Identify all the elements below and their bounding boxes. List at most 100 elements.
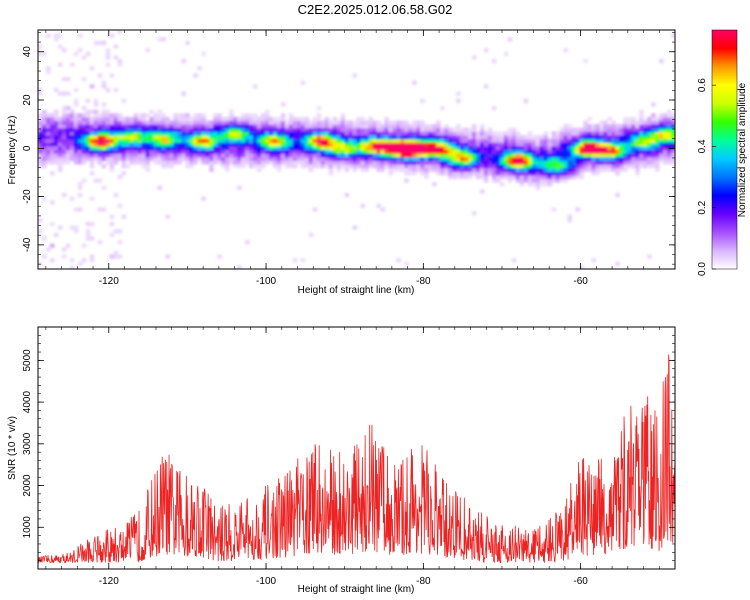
spectrogram-cell	[189, 142, 194, 147]
spectrogram-cell	[463, 138, 469, 143]
spectrogram-cell	[181, 138, 186, 143]
spectrogram-cell	[667, 153, 672, 158]
spectrogram-cell	[543, 138, 549, 143]
spectrogram-cell	[213, 124, 218, 129]
spectrogram-cell	[424, 127, 429, 132]
spectrogram-cell	[631, 142, 636, 147]
spectrogram-cell	[503, 153, 509, 158]
spectrogram-cell	[77, 113, 83, 118]
spectrogram-cell	[384, 142, 389, 147]
spectrogram-cell	[189, 127, 194, 132]
spectrogram-cell	[635, 124, 640, 129]
spectrogram-cell	[81, 142, 87, 147]
spectrogram-cell	[89, 124, 95, 129]
spectrogram-cell	[264, 120, 270, 125]
spectrogram-cell	[157, 109, 163, 114]
spectrogram-cell	[65, 113, 71, 118]
spectrogram-cell	[61, 160, 67, 165]
spectrogram-cell	[463, 171, 469, 176]
spectrogram-cell	[372, 145, 378, 151]
spectrogram-cell	[348, 127, 354, 132]
spectrogram-cell	[93, 145, 99, 151]
spectrogram-cell	[217, 149, 222, 154]
spectrogram-cell	[153, 131, 159, 136]
spectrogram-cell	[563, 163, 569, 169]
spectrogram-cell	[372, 135, 378, 140]
spectrogram-cell	[97, 135, 103, 140]
spectrogram-cell	[575, 131, 581, 136]
spectrogram-cell	[69, 124, 75, 129]
spectrogram-cell	[145, 138, 151, 143]
spectrogram-cell	[38, 149, 43, 154]
spectrogram-cell	[276, 163, 282, 169]
spectrogram-cell	[444, 127, 449, 132]
spectrogram-cell	[141, 153, 147, 158]
spectrogram-cell	[332, 156, 338, 161]
spectrogram-cell	[599, 145, 604, 151]
spectrogram-cell	[551, 135, 557, 140]
spectrogram-cell	[479, 171, 485, 176]
spectrogram-cell	[436, 156, 441, 161]
spectrogram-cell	[655, 145, 660, 151]
spectrogram-cell	[185, 145, 190, 151]
spectrogram-cell	[432, 163, 437, 169]
spectrogram-cell	[109, 254, 115, 259]
spectrogram-cell	[651, 102, 656, 107]
spectrogram-cell	[384, 116, 389, 122]
spectrogram-cell	[105, 149, 111, 154]
spectrogram-cell	[376, 131, 381, 136]
spectrogram-cell	[603, 120, 608, 125]
spectrogram-cell	[264, 156, 270, 161]
spectrogram-cell	[503, 171, 509, 176]
spectrogram-cell	[428, 142, 433, 147]
spectrogram-cell	[260, 160, 266, 165]
spectrogram-cell	[555, 167, 561, 172]
spectrogram-cell	[627, 149, 632, 154]
spectrogram-cell	[105, 127, 111, 132]
spectrogram-cell	[105, 120, 111, 125]
spectrogram-cell	[336, 167, 342, 172]
spectrogram-cell	[364, 142, 370, 147]
spectrogram-cell	[157, 153, 163, 158]
spectrogram-cell	[659, 116, 664, 122]
spectrogram-cell	[344, 192, 350, 198]
spectrogram-cell	[523, 160, 529, 165]
spectrogram-cell	[380, 145, 385, 151]
spectrogram-cell	[360, 153, 366, 158]
spectrogram-cell	[89, 135, 95, 140]
spectrogram-cell	[229, 153, 234, 158]
spectrogram-cell	[483, 84, 489, 89]
spectrogram-cell	[157, 120, 163, 125]
spectrogram-cell	[89, 116, 95, 122]
spectrogram-cell	[408, 124, 413, 129]
spectrogram-cell	[249, 142, 254, 147]
spectrogram-cell	[133, 145, 139, 151]
spectrogram-cell	[404, 145, 409, 151]
spectrogram-cell	[384, 131, 389, 136]
spectrogram-cell	[161, 113, 166, 118]
spectrogram-cell	[531, 171, 537, 176]
spectrogram-cell	[503, 51, 509, 56]
spectrogram-cell	[515, 131, 521, 136]
spectrogram-cell	[547, 142, 553, 147]
spectrogram-cell	[595, 156, 600, 161]
spectrogram-cell	[49, 160, 55, 165]
spectrogram-cell	[161, 120, 166, 125]
spectrogram-cell	[292, 116, 298, 122]
spectrogram-cell	[41, 116, 47, 122]
spectrogram-cell	[372, 124, 378, 129]
spectrogram-cell	[583, 149, 589, 154]
spectrogram-cell	[77, 149, 83, 154]
spectrogram-cell	[316, 145, 322, 151]
spectrogram-cell	[591, 142, 596, 147]
spectrogram-cell	[296, 142, 302, 147]
spectrogram-cell	[57, 120, 63, 125]
spectrogram-cell	[304, 145, 310, 151]
spectrogram-cell	[41, 196, 47, 201]
spectrogram-cell	[89, 196, 95, 201]
spectrogram-cell	[555, 174, 561, 180]
spectrogram-cell	[81, 156, 87, 161]
spectrogram-cell	[511, 149, 517, 154]
spectrogram-cell	[177, 145, 182, 151]
